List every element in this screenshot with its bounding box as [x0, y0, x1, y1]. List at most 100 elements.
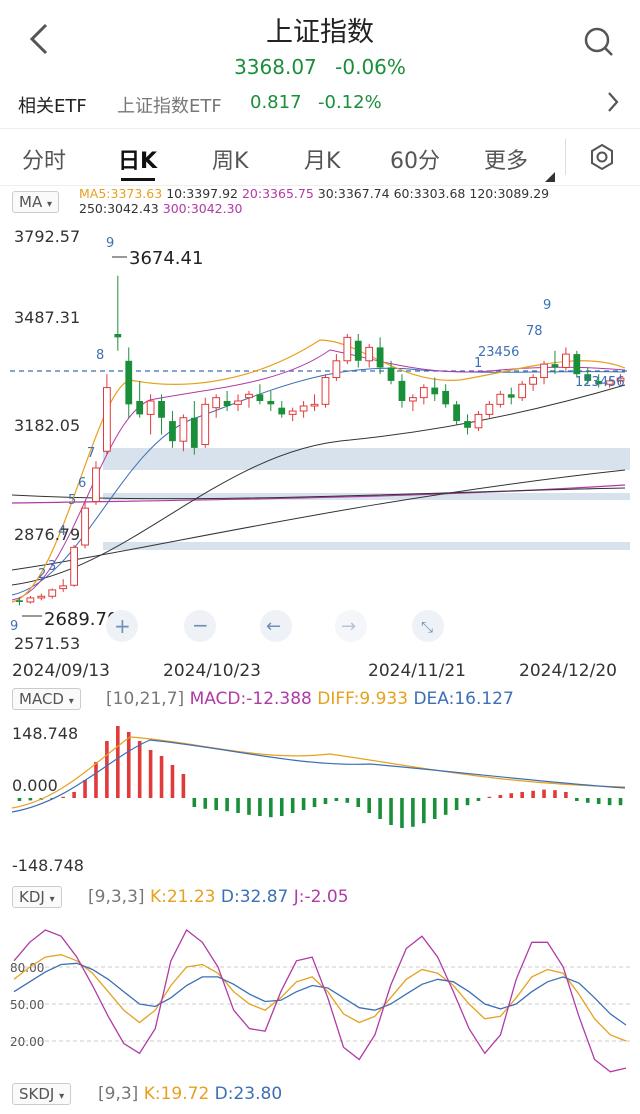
- candle: [146, 400, 155, 415]
- zoom-in-button[interactable]: [106, 610, 138, 642]
- etf-name: 上证指数ETF: [117, 96, 222, 117]
- candle: [343, 336, 352, 362]
- ma-legend: MA5:3373.63 10:3397.92 20:3365.75 30:336…: [79, 186, 639, 216]
- low-label: 2689.70: [44, 609, 118, 630]
- tab-60min[interactable]: 60分: [390, 149, 440, 174]
- pan-right-button[interactable]: [335, 610, 367, 642]
- candle: [518, 383, 527, 399]
- ma20-value: 20:3365.75: [241, 186, 314, 201]
- plus-icon: +: [114, 614, 131, 638]
- related-etf-row[interactable]: 相关ETF 上证指数ETF 0.817 -0.12%: [0, 88, 640, 122]
- skdj-selector-label: SKDJ: [19, 1085, 55, 1103]
- candle: [299, 405, 308, 412]
- index-price: 3368.07 -0.06%: [0, 55, 640, 79]
- kdj-k-value: K:21.23: [149, 887, 216, 907]
- y-label-top: 3792.57: [14, 227, 80, 246]
- macd-chart[interactable]: 148.748 0.000 -148.748: [0, 712, 640, 882]
- macd-bar: [531, 790, 535, 798]
- macd-bar: [367, 798, 371, 813]
- search-icon[interactable]: [583, 26, 615, 62]
- macd-bar: [279, 798, 284, 816]
- candlestick-chart[interactable]: 9 8 7 6 5 4 3 2 9 1 23456 78 9 123456 36…: [0, 220, 640, 690]
- kdj-label-50: 50.00: [10, 998, 44, 1012]
- macd-bar: [323, 798, 328, 804]
- skdj-params: [9,3]: [98, 1084, 139, 1104]
- macd-bar: [520, 792, 524, 798]
- tab-weekly[interactable]: 周K: [212, 149, 249, 174]
- arrow-left-icon: ←: [266, 616, 281, 637]
- macd-bar: [301, 798, 306, 810]
- macd-bar: [312, 798, 317, 807]
- candle: [256, 394, 264, 401]
- page-title: 上证指数: [266, 17, 374, 48]
- macd-bar: [236, 798, 240, 813]
- td-count-8: 8: [96, 348, 104, 363]
- candle: [540, 363, 548, 379]
- kdj-selector-label: KDJ: [19, 888, 45, 906]
- kdj-label-20: 20.00: [10, 1035, 44, 1049]
- macd-bar: [159, 756, 164, 798]
- macd-bar: [105, 741, 109, 798]
- kdj-label-80: 80.00: [10, 961, 44, 975]
- skdj-d-value: D:23.80: [214, 1084, 283, 1104]
- ma60-line: [11, 384, 626, 586]
- candle: [595, 380, 603, 385]
- skdj-legend: [9,3] K:19.72 D:23.80: [98, 1084, 282, 1104]
- tab-daily[interactable]: 日K: [118, 149, 158, 174]
- minus-icon: −: [192, 613, 209, 637]
- kdj-j-line: [13, 929, 627, 1073]
- kdj-selector[interactable]: KDJ ▾: [12, 886, 62, 908]
- chevron-left-icon[interactable]: [28, 22, 50, 64]
- date-label-3: 2024/11/21: [368, 661, 466, 681]
- td-down-123456: 123456: [575, 375, 625, 390]
- kdj-legend: [9,3,3] K:21.23 D:32.87 J:-2.05: [88, 887, 349, 907]
- macd-bar: [553, 790, 557, 798]
- etf-change: -0.12%: [318, 92, 382, 113]
- pan-left-button[interactable]: [260, 610, 292, 642]
- settings-icon[interactable]: [588, 143, 616, 175]
- zoom-out-button[interactable]: [184, 610, 216, 642]
- macd-bar: [258, 798, 262, 816]
- ma300-value: 300:3042.30: [162, 201, 243, 216]
- candle: [212, 397, 221, 409]
- tab-more[interactable]: 更多: [484, 149, 529, 174]
- candle: [201, 403, 210, 446]
- macd-bar: [83, 780, 87, 798]
- y-label-2: 3487.31: [14, 308, 80, 327]
- candle: [387, 367, 395, 381]
- candle: [464, 421, 471, 428]
- macd-bar: [17, 798, 22, 801]
- macd-bar: [247, 798, 251, 815]
- macd-bar: [411, 798, 415, 827]
- macd-bar: [192, 798, 197, 807]
- y-label-3: 3182.05: [14, 416, 80, 435]
- ma5-value: MA5:3373.63: [79, 186, 163, 201]
- candle: [332, 360, 341, 379]
- tab-intraday[interactable]: 分时: [22, 149, 67, 174]
- dropdown-caret-icon: ▾: [49, 894, 55, 905]
- td-count-5: 5: [68, 493, 76, 508]
- reset-button[interactable]: [412, 610, 444, 642]
- date-label-2: 2024/10/23: [163, 661, 261, 681]
- macd-bar: [181, 774, 186, 798]
- ma5-line: [11, 339, 626, 603]
- macd-bar: [400, 798, 404, 828]
- y-label-bottom: 2571.53: [14, 634, 80, 653]
- tab-monthly[interactable]: 月K: [304, 149, 341, 174]
- macd-bar: [476, 798, 481, 801]
- macd-bar: [509, 793, 514, 798]
- kdj-chart[interactable]: 80.00 50.00 20.00: [0, 910, 640, 1080]
- macd-selector[interactable]: MACD ▾: [12, 688, 81, 710]
- macd-bar: [61, 796, 65, 798]
- candle: [26, 597, 35, 603]
- candle: [310, 403, 319, 407]
- td-count-9-bottom: 9: [10, 619, 18, 634]
- zone-1: [103, 448, 630, 470]
- candle: [321, 377, 330, 405]
- macd-bar: [432, 798, 437, 819]
- candle: [245, 393, 253, 399]
- macd-bar: [356, 798, 361, 807]
- ma-selector[interactable]: MA ▾: [12, 191, 60, 213]
- candle: [409, 397, 417, 402]
- skdj-selector[interactable]: SKDJ ▾: [12, 1083, 72, 1105]
